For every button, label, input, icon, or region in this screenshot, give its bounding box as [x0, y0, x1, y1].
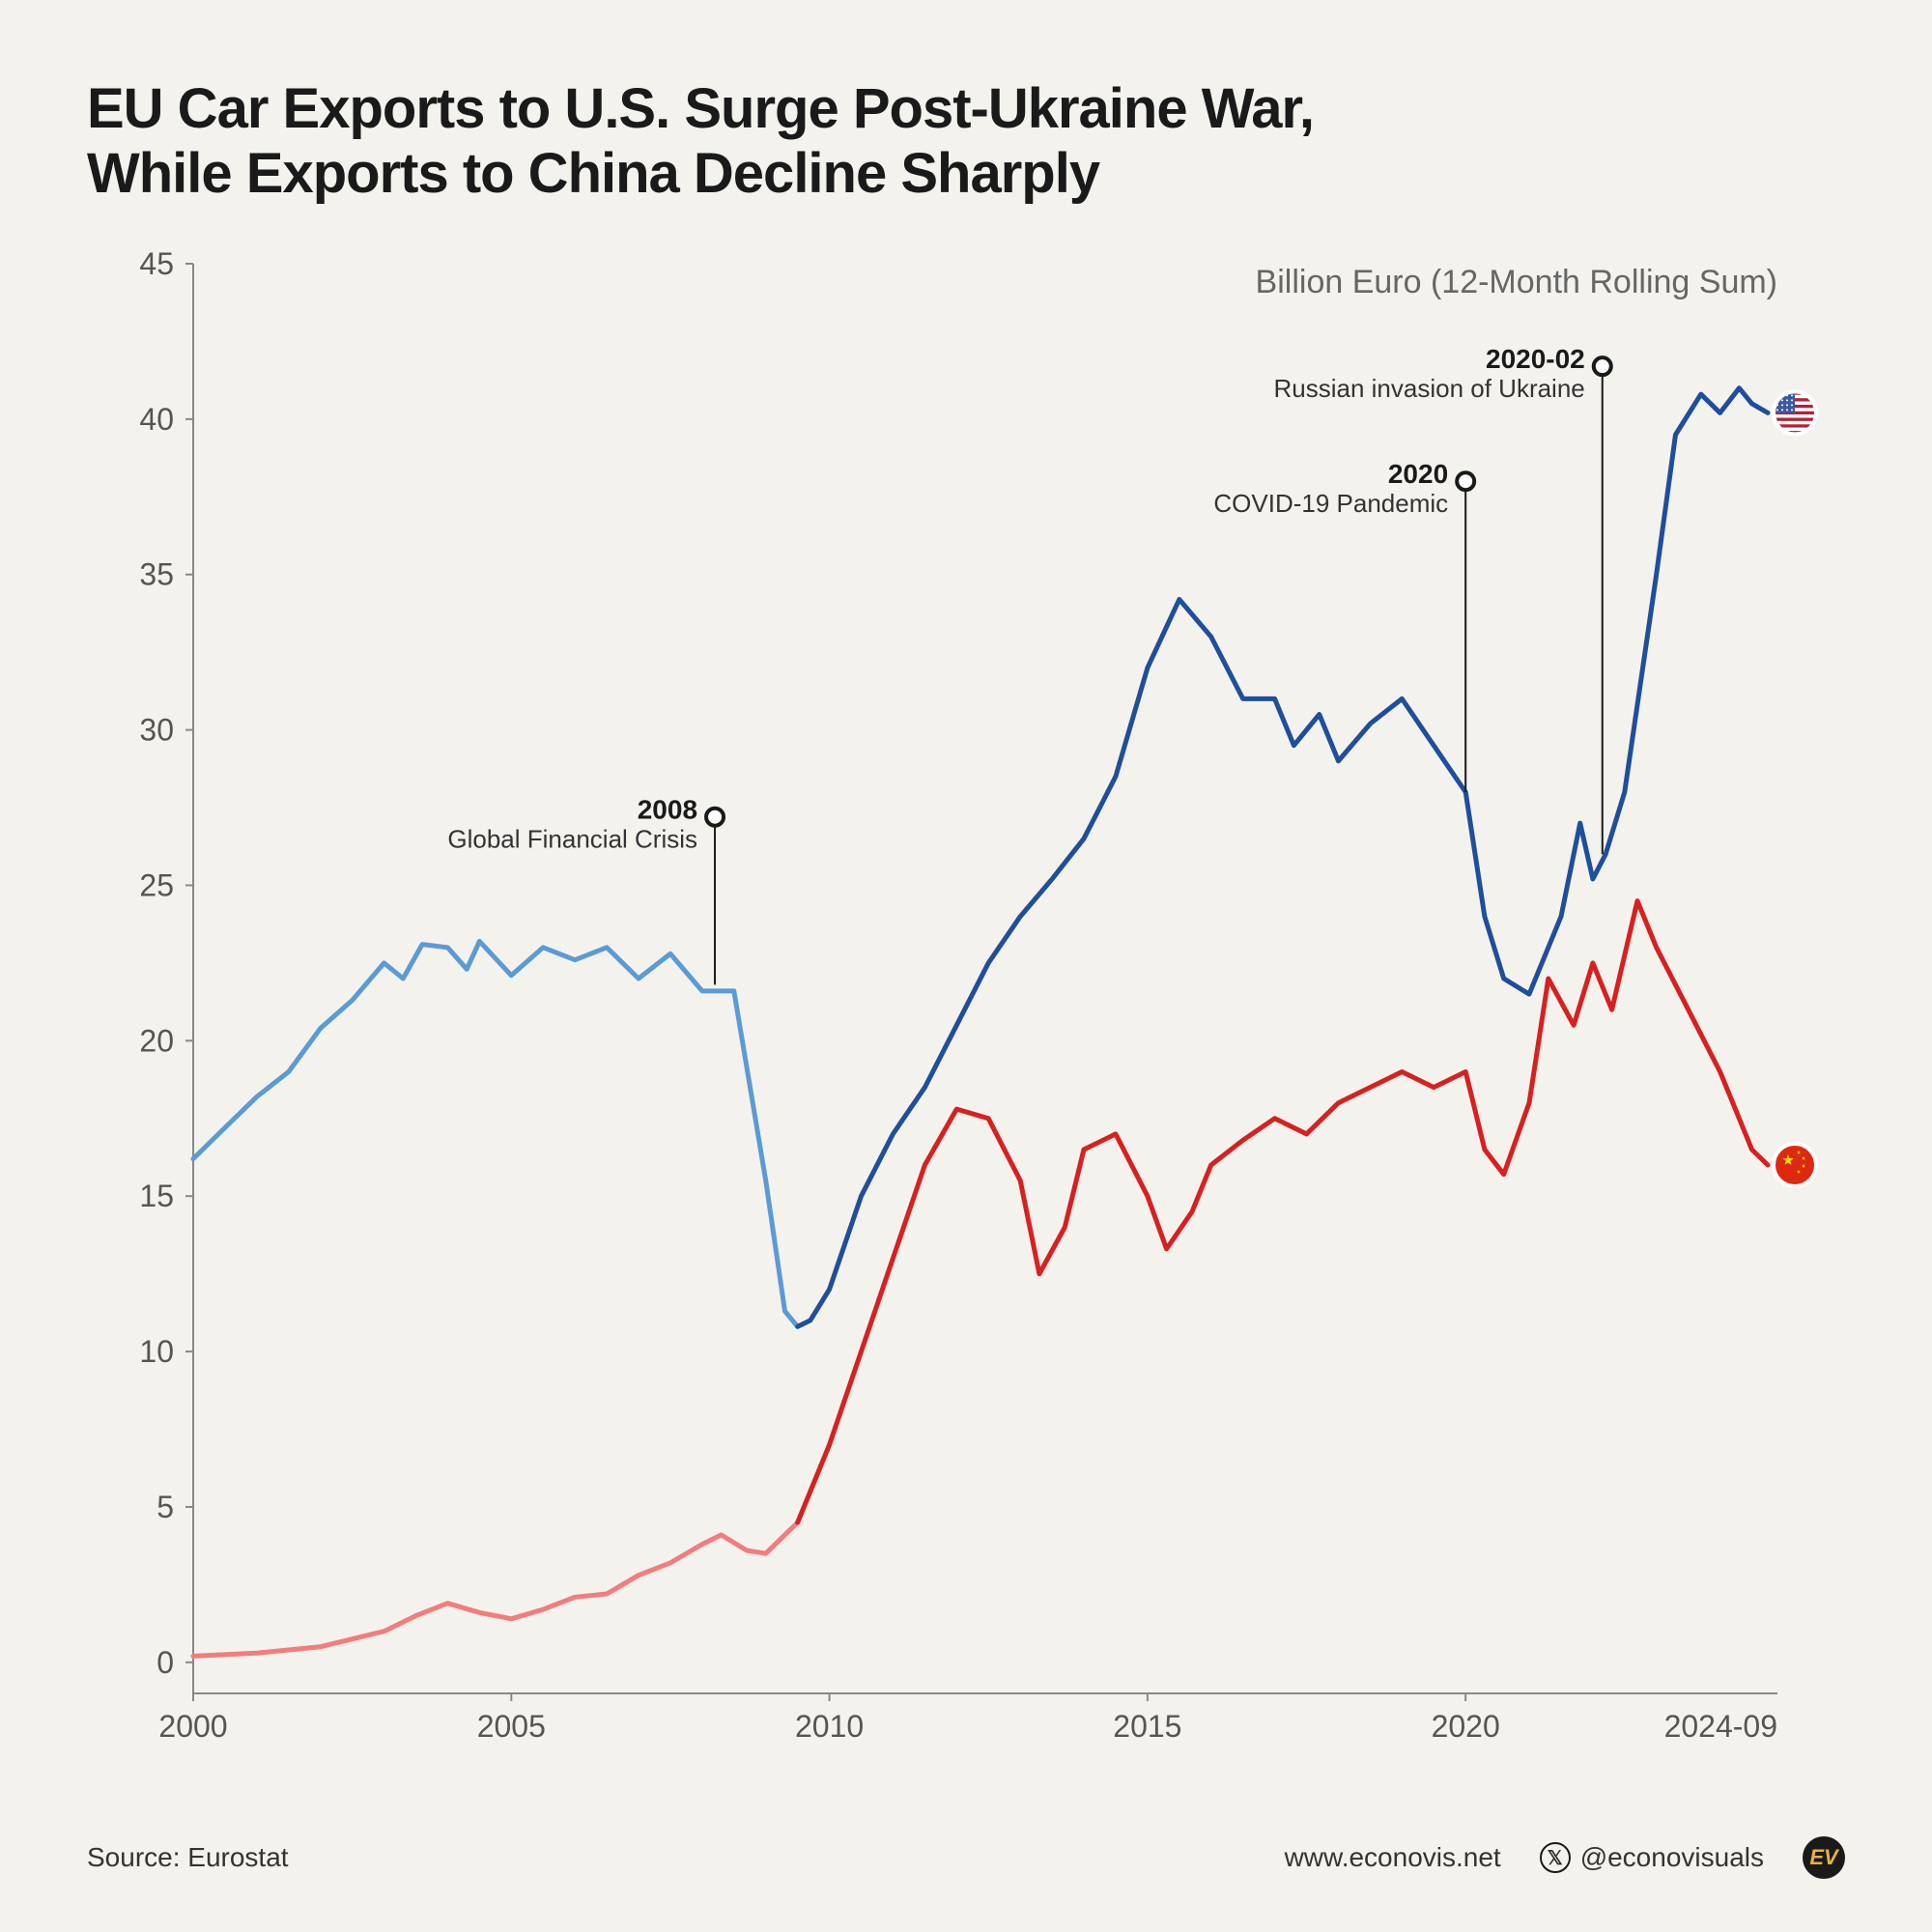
svg-text:Global Financial Crisis: Global Financial Crisis [447, 825, 697, 854]
svg-text:20: 20 [139, 1024, 174, 1059]
line-chart: 0 5 10 15 20 25 30 35 40 45 2000 2005 2010 2015 2020 20… [87, 244, 1845, 1790]
chart-title: EU Car Exports to U.S. Surge Post-Ukrain… [87, 77, 1845, 206]
footer: Source: Eurostat www.econovis.net 𝕏 @eco… [87, 1836, 1845, 1879]
svg-text:5: 5 [156, 1490, 174, 1524]
svg-text:2020-02: 2020-02 [1486, 345, 1585, 375]
social-handle: @econovisuals [1580, 1842, 1764, 1873]
svg-text:10: 10 [139, 1334, 174, 1369]
brand-badge: EV [1803, 1836, 1845, 1879]
svg-text:25: 25 [139, 868, 174, 903]
svg-text:2010: 2010 [795, 1709, 864, 1744]
svg-text:2020: 2020 [1388, 460, 1448, 490]
source-label: Source: Eurostat [87, 1842, 289, 1873]
title-line-2: While Exports to China Decline Sharply [87, 142, 1099, 205]
title-line-1: EU Car Exports to U.S. Surge Post-Ukrain… [87, 77, 1314, 140]
svg-text:40: 40 [139, 402, 174, 437]
svg-text:15: 15 [139, 1179, 174, 1214]
x-icon: 𝕏 [1540, 1842, 1571, 1873]
svg-text:Russian invasion of Ukraine: Russian invasion of Ukraine [1273, 375, 1584, 404]
svg-text:0: 0 [156, 1645, 174, 1680]
social-link[interactable]: 𝕏 @econovisuals [1540, 1842, 1764, 1873]
chart-subtitle: Billion Euro (12-Month Rolling Sum) [1256, 264, 1777, 301]
website-link[interactable]: www.econovis.net [1285, 1842, 1501, 1873]
svg-text:2024-09: 2024-09 [1664, 1709, 1777, 1744]
svg-text:30: 30 [139, 713, 174, 748]
svg-text:2015: 2015 [1113, 1709, 1181, 1744]
svg-text:45: 45 [139, 246, 174, 281]
svg-text:2000: 2000 [158, 1709, 227, 1744]
svg-text:35: 35 [139, 557, 174, 592]
chart-area: Billion Euro (12-Month Rolling Sum) 0 5 10… [87, 244, 1845, 1790]
svg-text:COVID-19 Pandemic: COVID-19 Pandemic [1213, 490, 1448, 519]
svg-text:2005: 2005 [477, 1709, 546, 1744]
svg-text:2020: 2020 [1432, 1709, 1500, 1744]
svg-text:2008: 2008 [638, 795, 697, 825]
